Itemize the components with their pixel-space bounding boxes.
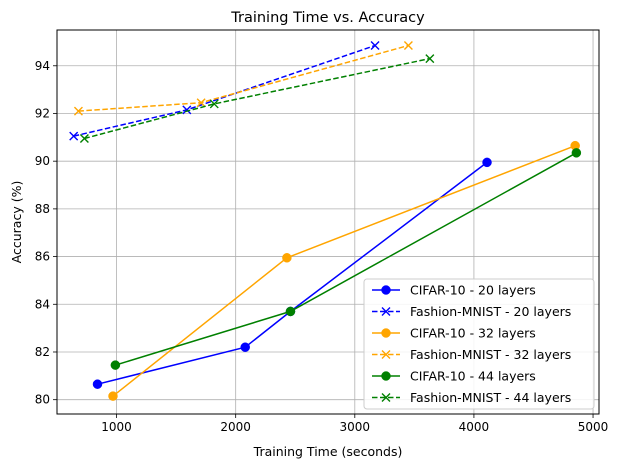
legend-item: Fashion-MNIST - 20 layers xyxy=(372,304,571,319)
legend-label: Fashion-MNIST - 44 layers xyxy=(410,390,571,405)
y-axis-label: Accuracy (%) xyxy=(9,181,24,264)
y-tick-label: 86 xyxy=(35,250,50,264)
legend-marker xyxy=(381,328,391,338)
legend-item: CIFAR-10 - 44 layers xyxy=(372,369,536,384)
data-point xyxy=(285,306,296,317)
plot-series xyxy=(69,41,582,401)
x-tick-label: 5000 xyxy=(578,420,609,434)
legend-label: Fashion-MNIST - 20 layers xyxy=(410,304,571,319)
data-point xyxy=(110,360,121,370)
plot-frame xyxy=(56,29,600,415)
legend-label: CIFAR-10 - 32 layers xyxy=(410,326,536,341)
legend-item: CIFAR-10 - 32 layers xyxy=(372,326,536,341)
data-point xyxy=(370,41,380,50)
x-axis-label: Training Time (seconds) xyxy=(253,444,403,459)
grid xyxy=(57,30,599,414)
x-tick-label: 3000 xyxy=(340,420,371,434)
series-2 xyxy=(108,140,580,401)
y-tick-label: 92 xyxy=(35,106,50,120)
series-3 xyxy=(73,41,413,116)
legend-item: CIFAR-10 - 20 layers xyxy=(372,283,536,298)
data-point xyxy=(425,54,435,64)
x-tick-label: 2000 xyxy=(220,420,251,434)
legend-item: Fashion-MNIST - 44 layers xyxy=(372,390,571,405)
legend-marker xyxy=(381,350,391,359)
legend: CIFAR-10 - 20 layers Fashion-MNIST - 20 l… xyxy=(363,278,595,410)
data-point xyxy=(196,98,206,108)
x-tick-label: 1000 xyxy=(101,420,132,434)
y-tick-label: 88 xyxy=(35,202,50,216)
data-point xyxy=(69,131,79,141)
legend-label: CIFAR-10 - 44 layers xyxy=(410,369,536,384)
y-tick-label: 82 xyxy=(35,345,50,359)
series-line xyxy=(84,57,430,140)
chart-title: Training Time vs. Accuracy xyxy=(230,10,425,26)
data-point xyxy=(73,106,83,116)
y-tick-label: 90 xyxy=(35,154,50,168)
legend-box xyxy=(363,278,595,410)
legend-item: Fashion-MNIST - 32 layers xyxy=(372,347,571,362)
legend-marker xyxy=(381,307,391,316)
data-point xyxy=(182,105,192,115)
legend-label: CIFAR-10 - 20 layers xyxy=(410,283,536,298)
data-point xyxy=(108,391,118,401)
data-point xyxy=(571,148,582,158)
data-point xyxy=(79,134,89,144)
data-point xyxy=(92,379,103,389)
legend-marker xyxy=(381,371,391,381)
data-point xyxy=(482,157,492,168)
data-point xyxy=(403,41,413,50)
y-tick-label: 80 xyxy=(35,393,50,407)
series-1 xyxy=(69,41,380,141)
data-point xyxy=(282,253,292,263)
data-point xyxy=(240,342,250,352)
data-point xyxy=(209,99,219,109)
legend-marker xyxy=(381,393,391,402)
y-tick-label: 84 xyxy=(35,297,50,311)
series-5 xyxy=(79,54,435,144)
legend-marker xyxy=(381,285,391,295)
legend-label: Fashion-MNIST - 32 layers xyxy=(410,347,571,362)
y-tick-label: 94 xyxy=(35,59,50,73)
series-4 xyxy=(110,148,582,370)
axis-ticks: 1000 2000 3000 4000 5000 80 82 84 86 88 90 92 94 xyxy=(35,59,609,434)
x-tick-label: 4000 xyxy=(459,420,490,434)
series-line xyxy=(97,161,488,385)
